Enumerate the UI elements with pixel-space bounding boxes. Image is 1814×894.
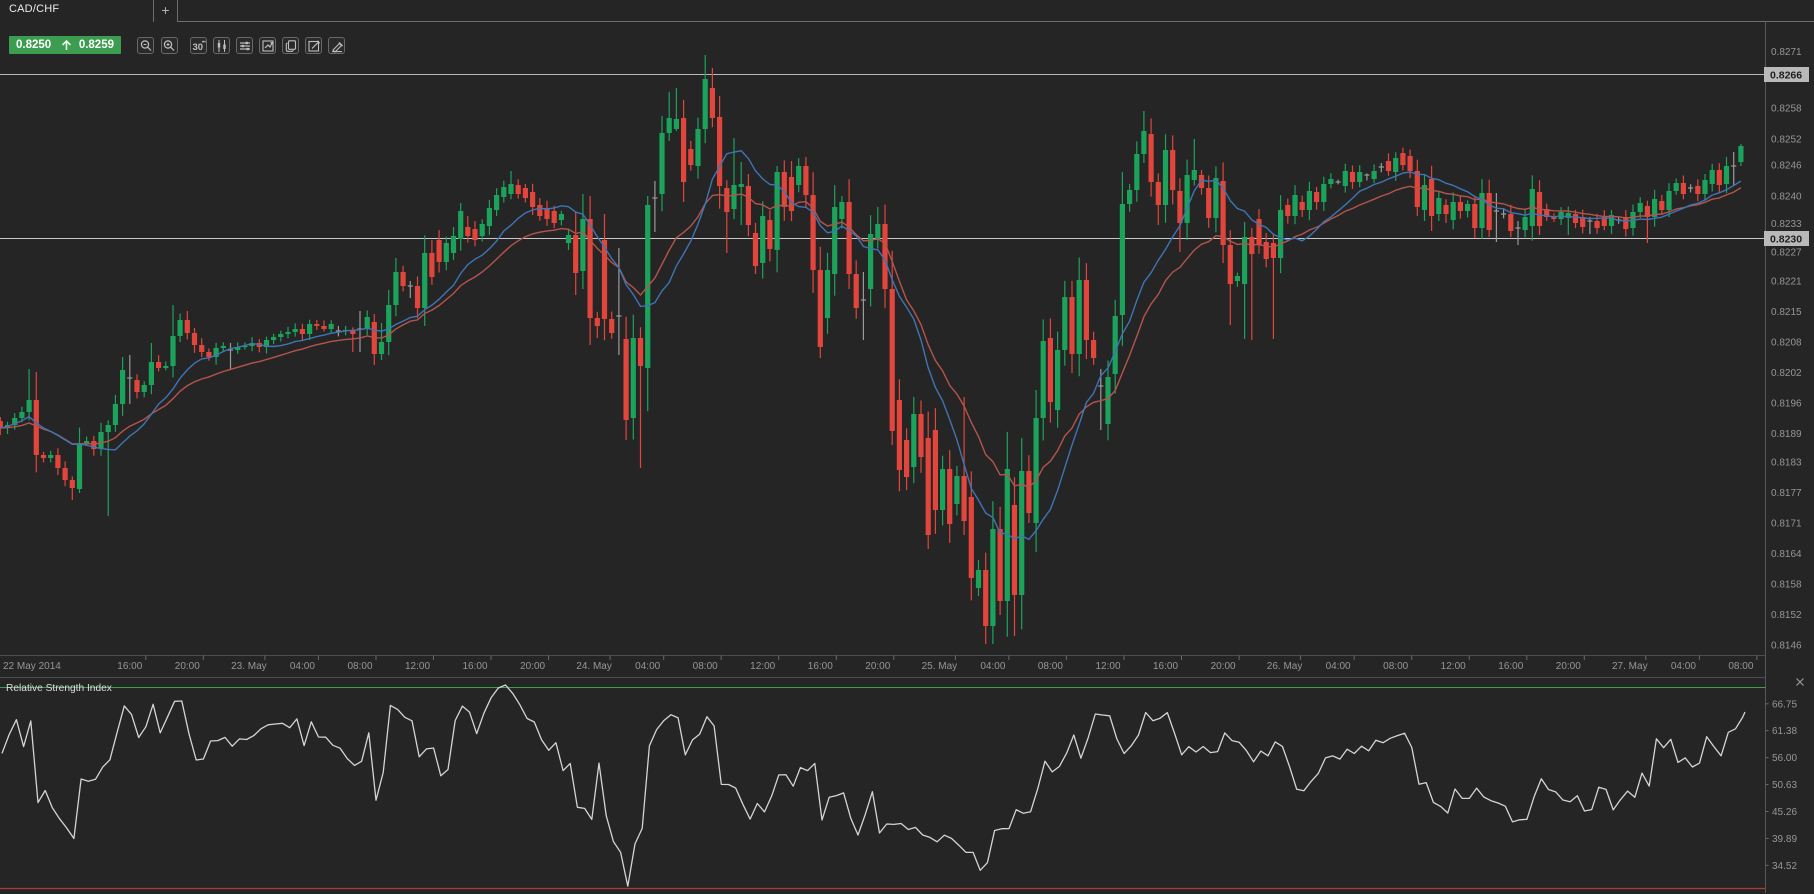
svg-text:0.8189: 0.8189 [1771,429,1802,440]
svg-text:16:00: 16:00 [462,661,487,672]
svg-text:0.8158: 0.8158 [1771,579,1802,590]
svg-text:34.52: 34.52 [1772,861,1797,872]
svg-text:30: 30 [192,42,203,53]
svg-text:04:00: 04:00 [635,661,660,672]
svg-text:20:00: 20:00 [520,661,545,672]
svg-text:61.38: 61.38 [1772,726,1797,737]
svg-text:26. May: 26. May [1267,661,1303,672]
svg-text:27. May: 27. May [1612,661,1648,672]
svg-text:16:00: 16:00 [117,661,142,672]
svg-text:0.8164: 0.8164 [1771,549,1802,560]
svg-text:04:00: 04:00 [290,661,315,672]
svg-text:Relative Strength Index: Relative Strength Index [6,683,112,694]
svg-text:0.8152: 0.8152 [1771,610,1802,621]
svg-text:04:00: 04:00 [980,661,1005,672]
svg-text:0.8271: 0.8271 [1771,47,1802,58]
svg-text:0.8146: 0.8146 [1771,640,1802,651]
svg-text:0.8230: 0.8230 [1770,233,1802,245]
svg-text:12:00: 12:00 [1441,661,1466,672]
svg-text:0.8221: 0.8221 [1771,277,1802,288]
svg-text:08:00: 08:00 [1728,661,1753,672]
svg-text:0.8202: 0.8202 [1771,368,1802,379]
svg-text:25. May: 25. May [922,661,958,672]
svg-text:24. May: 24. May [576,661,612,672]
svg-text:50.63: 50.63 [1772,780,1797,791]
svg-text:22 May 2014: 22 May 2014 [3,661,61,672]
svg-text:08:00: 08:00 [693,661,718,672]
svg-text:0.8246: 0.8246 [1771,161,1802,172]
svg-text:56.00: 56.00 [1772,753,1797,764]
svg-text:12:00: 12:00 [750,661,775,672]
svg-text:0.8177: 0.8177 [1771,488,1802,499]
svg-text:08:00: 08:00 [1038,661,1063,672]
svg-text:16:00: 16:00 [1153,661,1178,672]
svg-text:0.8266: 0.8266 [1770,69,1802,81]
svg-text:20:00: 20:00 [175,661,200,672]
svg-text:0.8252: 0.8252 [1771,135,1802,146]
svg-text:23. May: 23. May [231,661,267,672]
svg-text:0.8183: 0.8183 [1771,458,1802,469]
svg-text:12:00: 12:00 [1095,661,1120,672]
svg-text:16:00: 16:00 [808,661,833,672]
svg-text:20:00: 20:00 [1556,661,1581,672]
svg-text:0.8215: 0.8215 [1771,307,1802,318]
svg-text:08:00: 08:00 [1383,661,1408,672]
svg-text:0.8233: 0.8233 [1771,219,1802,230]
svg-text:12:00: 12:00 [405,661,430,672]
svg-text:0.8240: 0.8240 [1771,191,1802,202]
svg-text:0.8227: 0.8227 [1771,248,1802,259]
svg-text:0.8196: 0.8196 [1771,399,1802,410]
svg-text:66.75: 66.75 [1772,699,1797,710]
svg-text:39.89: 39.89 [1772,834,1797,845]
svg-text:0.8258: 0.8258 [1771,103,1802,114]
svg-text:45.26: 45.26 [1772,807,1797,818]
svg-text:16:00: 16:00 [1498,661,1523,672]
svg-text:0.8208: 0.8208 [1771,338,1802,349]
svg-text:04:00: 04:00 [1671,661,1696,672]
svg-text:20:00: 20:00 [865,661,890,672]
svg-text:08:00: 08:00 [347,661,372,672]
svg-text:04:00: 04:00 [1326,661,1351,672]
svg-text:20:00: 20:00 [1211,661,1236,672]
svg-text:0.8171: 0.8171 [1771,519,1802,530]
